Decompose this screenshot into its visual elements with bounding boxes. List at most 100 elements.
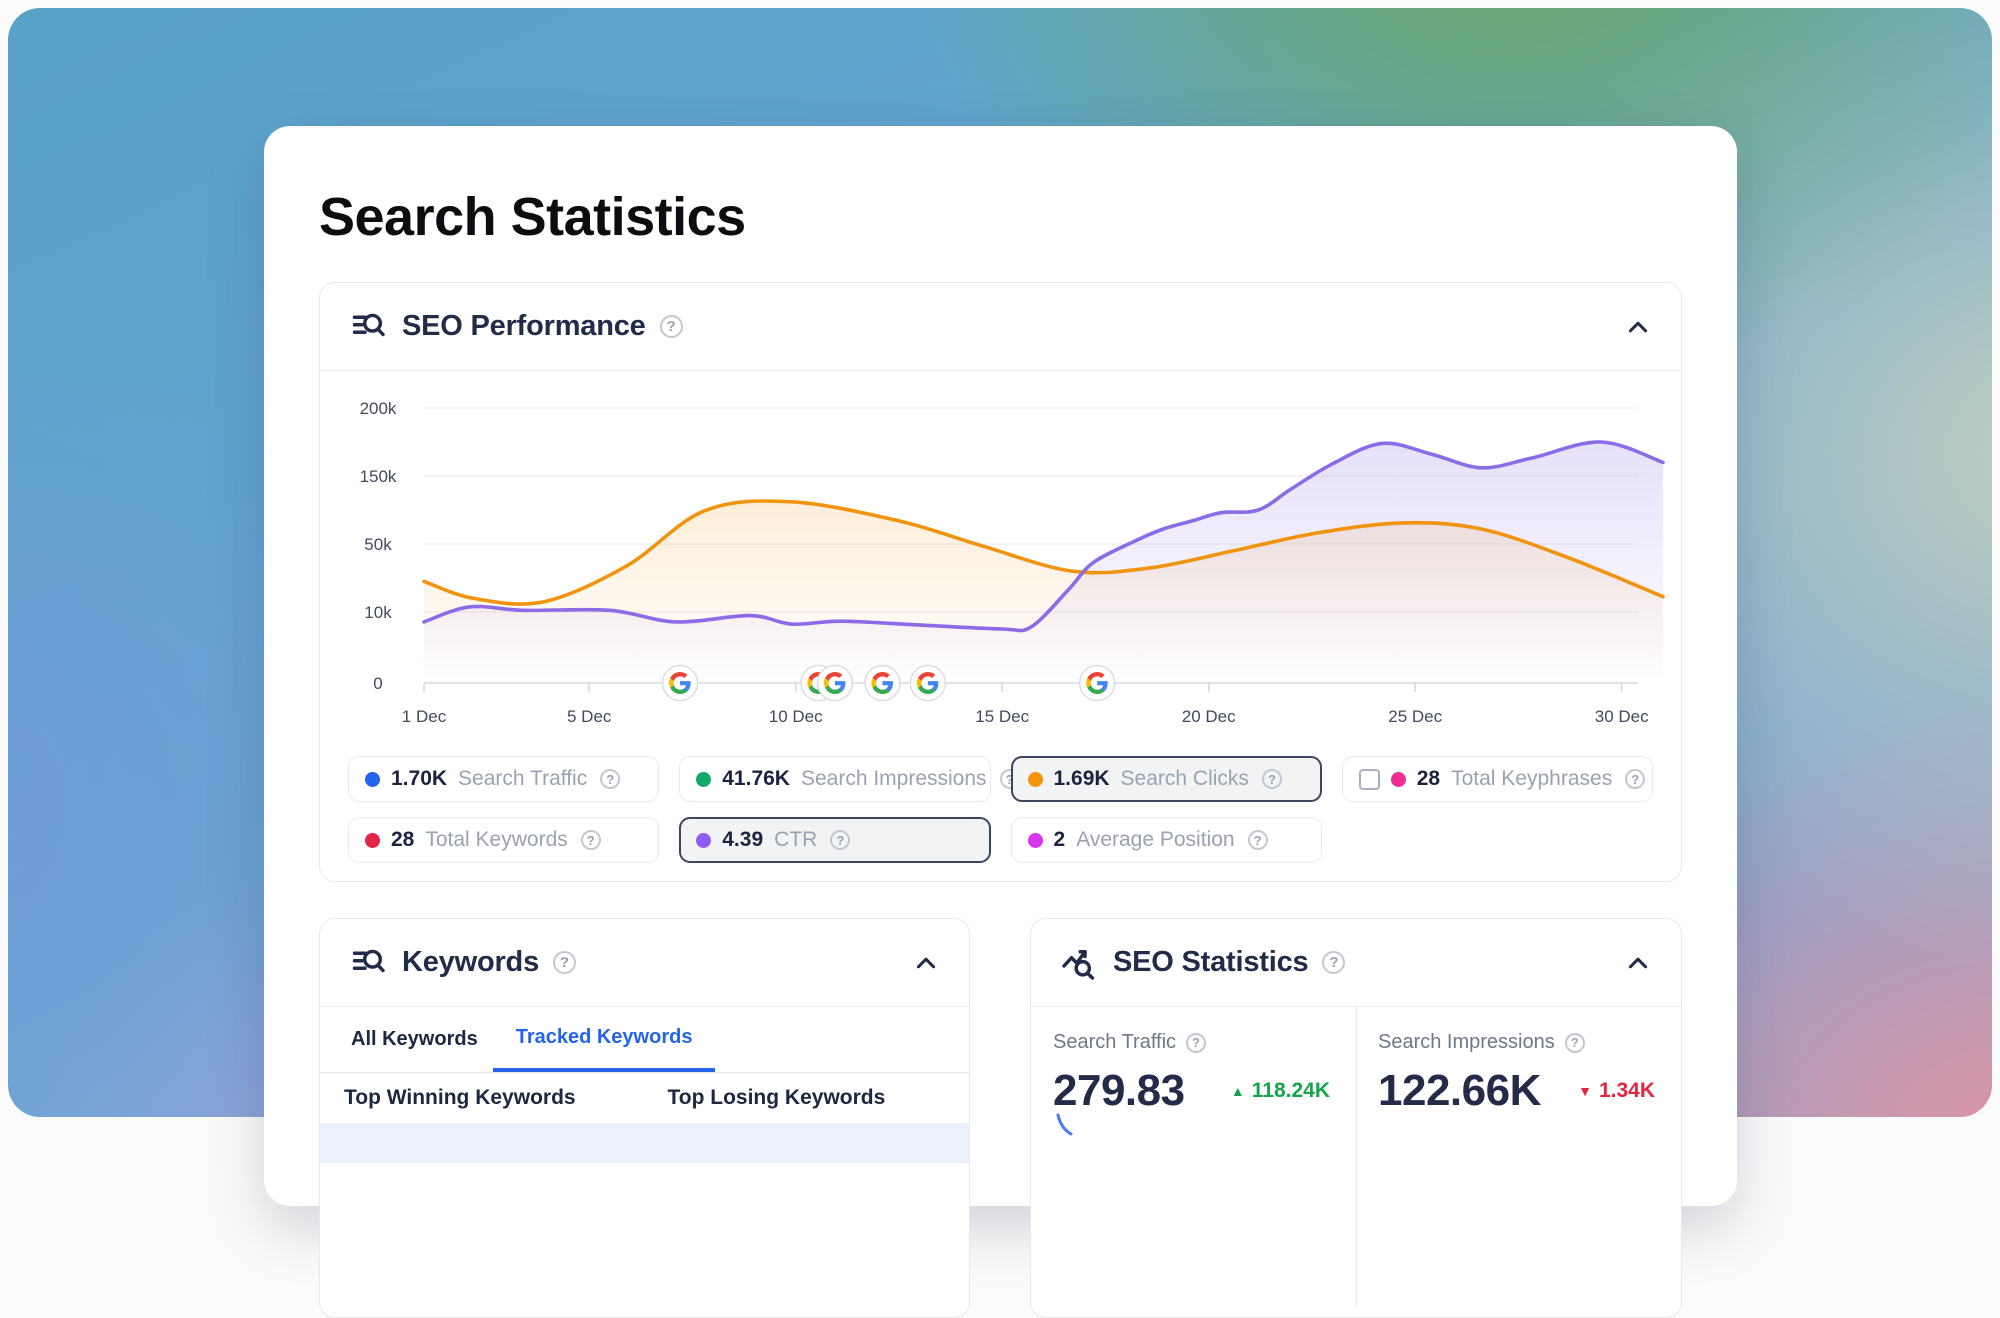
help-icon[interactable]: ? (1625, 769, 1646, 789)
main-card: Search Statistics SEO Performance ? (264, 126, 1737, 1318)
stat-label: Search Traffic? (1053, 1031, 1330, 1054)
help-icon[interactable]: ? (580, 830, 601, 850)
legend-value: 4.39 (722, 828, 764, 851)
series-color-dot (696, 832, 712, 848)
chart-canvas: 0 10k 50k 150k 200k 1 Dec 5 Dec 10 Dec 15 Dec 20 … (360, 399, 1665, 726)
series-line-search-clicks (422, 499, 1665, 606)
tab-tracked-keywords[interactable]: Tracked Keywords (492, 1007, 716, 1072)
seo-statistics-header: SEO Statistics ? (1031, 919, 1681, 1007)
help-icon[interactable]: ? (659, 315, 683, 338)
seo-performance-header: SEO Performance ? (320, 283, 1681, 371)
series-color-dot (1390, 771, 1406, 787)
legend-label: Average Position (1076, 828, 1235, 851)
keywords-tabs: All Keywords Tracked Keywords (320, 1007, 969, 1073)
google-annotation-icon[interactable] (909, 664, 947, 702)
x-axis-label: 30 Dec (1595, 707, 1649, 726)
legend-value: 28 (1416, 767, 1441, 790)
x-axis-label: 25 Dec (1388, 707, 1442, 726)
stat-search-impressions: Search Impressions? 122.66K ▼ 1.34K (1356, 1007, 1681, 1307)
legend-label: Search Impressions (800, 767, 987, 790)
legend-chip-search-traffic[interactable]: 1.70K Search Traffic? (348, 756, 660, 802)
chevron-up-icon[interactable] (1625, 314, 1651, 340)
stat-value-row: 279.83 ▲ 118.24K (1053, 1066, 1330, 1116)
x-axis-label: 5 Dec (567, 707, 612, 726)
stat-label: Search Impressions? (1378, 1031, 1655, 1054)
series-color-dot (365, 771, 380, 787)
chevron-up-icon[interactable] (913, 950, 939, 976)
keywords-panel: Keywords ? All Keywords Tracked Keywords … (319, 918, 970, 1318)
page-title: Search Statistics (319, 187, 746, 247)
help-icon[interactable]: ? (1247, 830, 1268, 850)
x-axis-label: 20 Dec (1182, 707, 1236, 726)
statistics-row: Search Traffic? 279.83 ▲ 118.24K Search Impr… (1031, 1007, 1681, 1307)
legend-chip-ctr[interactable]: 4.39 CTR? (679, 817, 991, 863)
stat-label-text: Search Traffic (1053, 1031, 1177, 1053)
y-axis-label: 150k (360, 467, 397, 486)
help-icon[interactable]: ? (1186, 1032, 1207, 1053)
stat-label-text: Search Impressions (1378, 1031, 1555, 1053)
delta-value: 118.24K (1251, 1079, 1330, 1102)
legend-label: Search Clicks (1120, 767, 1249, 790)
delta-value: 1.34K (1598, 1079, 1655, 1102)
help-icon[interactable]: ? (553, 951, 576, 974)
series-line-ctr (422, 440, 1665, 633)
stat-value-row: 122.66K ▼ 1.34K (1378, 1066, 1655, 1116)
help-icon[interactable]: ? (1564, 1032, 1585, 1053)
column-heading: Top Winning Keywords (344, 1086, 576, 1109)
x-axis-label: 10 Dec (769, 707, 823, 726)
keywords-header: Keywords ? (320, 919, 969, 1007)
legend-label: CTR (774, 828, 818, 851)
seo-performance-panel: SEO Performance ? 0 10k 50k 150k 200k 1 Dec 5 … (319, 282, 1682, 882)
stat-value: 122.66K (1378, 1066, 1541, 1115)
series-color-dot (696, 771, 712, 787)
legend-chip-search-impressions[interactable]: 41.76K Search Impressions? (679, 756, 1020, 802)
legend-label: Total Keyphrases (1451, 767, 1613, 790)
chart-legend: 1.70K Search Traffic? 41.76K Search Impress… (320, 736, 1681, 881)
help-icon[interactable]: ? (1322, 951, 1346, 974)
google-annotation-icon[interactable] (1078, 664, 1116, 702)
legend-value: 1.70K (391, 767, 448, 790)
google-annotation-icon[interactable] (816, 664, 854, 702)
google-annotation-icon[interactable] (864, 664, 901, 702)
legend-chip-total-keyphrases[interactable]: 28 Total Keyphrases? (1341, 756, 1653, 802)
series-color-dot (365, 832, 380, 848)
checkbox[interactable] (1358, 768, 1380, 790)
legend-label: Search Traffic (458, 767, 588, 790)
legend-value: 1.69K (1053, 767, 1110, 790)
seo-statistics-panel: SEO Statistics ? Search Traffic? 279.83 ▲ 1… (1030, 918, 1682, 1318)
trend-search-icon (1061, 945, 1097, 981)
help-icon[interactable]: ? (600, 769, 621, 789)
legend-value: 41.76K (722, 767, 790, 790)
x-axis-label: 1 Dec (402, 707, 447, 726)
google-annotation-icon[interactable] (661, 664, 699, 702)
table-row[interactable] (320, 1123, 969, 1163)
legend-value: 2 (1053, 828, 1066, 851)
y-axis-label: 10k (364, 603, 392, 622)
series-color-dot (1027, 771, 1043, 787)
x-axis-label: 15 Dec (975, 707, 1029, 726)
chevron-up-icon[interactable] (1625, 950, 1651, 976)
y-axis-label: 200k (360, 399, 397, 418)
seo-performance-chart: 0 10k 50k 150k 200k 1 Dec 5 Dec 10 Dec 15 Dec 20 … (320, 371, 1681, 736)
panel-title: Keywords (402, 946, 539, 978)
help-icon[interactable]: ? (830, 830, 851, 850)
y-axis-label: 0 (373, 674, 382, 693)
column-heading: Top Losing Keywords (667, 1086, 886, 1109)
keywords-columns: Top Winning Keywords Top Losing Keywords (320, 1073, 969, 1123)
arrow-up-icon: ▲ (1230, 1083, 1245, 1099)
legend-label: Total Keywords (425, 828, 568, 851)
tab-all-keywords[interactable]: All Keywords (351, 1028, 478, 1050)
series-area-ctr (424, 441, 1663, 683)
y-axis-label: 50k (364, 535, 392, 554)
panel-title: SEO Statistics (1113, 946, 1309, 978)
search-list-icon (350, 945, 386, 981)
legend-chip-total-keywords[interactable]: 28 Total Keywords? (348, 817, 660, 863)
legend-value: 28 (391, 828, 415, 851)
legend-chip-search-clicks[interactable]: 1.69K Search Clicks? (1010, 756, 1322, 802)
search-list-icon (350, 309, 386, 345)
stat-value: 279.83 (1053, 1066, 1185, 1115)
help-icon[interactable]: ? (1261, 769, 1282, 789)
legend-chip-average-position[interactable]: 2 Average Position? (1010, 817, 1322, 863)
stat-search-traffic: Search Traffic? 279.83 ▲ 118.24K (1031, 1007, 1356, 1307)
panel-title: SEO Performance (402, 310, 646, 342)
